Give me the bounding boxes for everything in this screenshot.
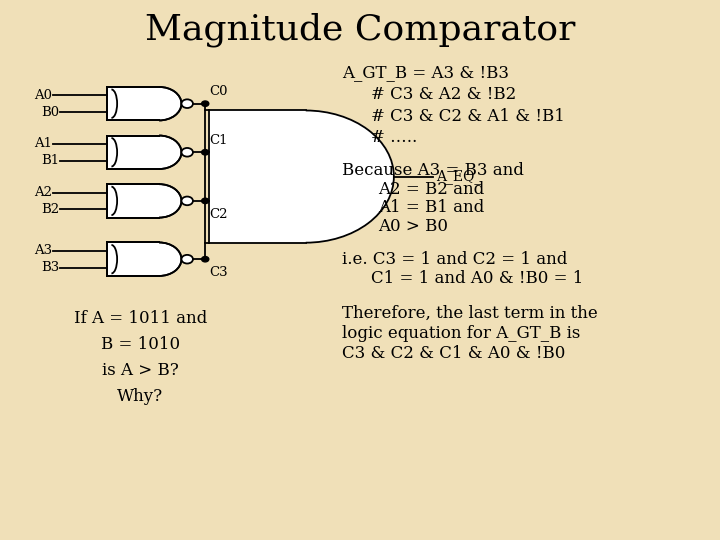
Text: C0: C0: [209, 85, 228, 98]
Circle shape: [202, 198, 209, 204]
Text: C1: C1: [209, 134, 228, 147]
Text: i.e. C3 = 1 and C2 = 1 and: i.e. C3 = 1 and C2 = 1 and: [342, 251, 567, 268]
Circle shape: [202, 150, 209, 155]
Text: # C3 & A2 & !B2: # C3 & A2 & !B2: [371, 86, 516, 103]
Text: A2 = B2 and: A2 = B2 and: [378, 180, 485, 198]
Text: A1 = B1 and: A1 = B1 and: [378, 199, 485, 217]
Polygon shape: [107, 87, 181, 120]
Circle shape: [181, 148, 193, 157]
Text: # …..: # …..: [371, 129, 417, 146]
Polygon shape: [209, 111, 394, 242]
Text: A3: A3: [34, 244, 52, 258]
Text: C3: C3: [209, 266, 228, 279]
Text: # C3 & C2 & A1 & !B1: # C3 & C2 & A1 & !B1: [371, 107, 564, 125]
Text: B1: B1: [41, 154, 59, 167]
Text: A_EQ_: A_EQ_: [436, 169, 481, 184]
Polygon shape: [107, 242, 181, 276]
Text: A2: A2: [34, 186, 52, 199]
Text: B = 1010: B = 1010: [101, 336, 180, 353]
Text: is A > B?: is A > B?: [102, 362, 179, 379]
Text: Because A3 = B3 and: Because A3 = B3 and: [342, 161, 524, 179]
Circle shape: [181, 255, 193, 264]
Polygon shape: [107, 136, 181, 169]
Circle shape: [202, 256, 209, 262]
Polygon shape: [107, 184, 181, 218]
Text: C3 & C2 & C1 & A0 & !B0: C3 & C2 & C1 & A0 & !B0: [342, 345, 565, 362]
Text: C1 = 1 and A0 & !B0 = 1: C1 = 1 and A0 & !B0 = 1: [371, 270, 583, 287]
Text: B3: B3: [41, 261, 59, 274]
Text: Magnitude Comparator: Magnitude Comparator: [145, 12, 575, 47]
Text: A0: A0: [34, 89, 52, 102]
Text: logic equation for A_GT_B is: logic equation for A_GT_B is: [342, 325, 580, 342]
Text: B0: B0: [41, 105, 59, 119]
Text: C2: C2: [209, 208, 228, 221]
Circle shape: [202, 101, 209, 106]
Text: B2: B2: [41, 202, 59, 216]
Text: A_GT_B = A3 & !B3: A_GT_B = A3 & !B3: [342, 64, 509, 82]
Text: If A = 1011 and: If A = 1011 and: [73, 310, 207, 327]
Text: Therefore, the last term in the: Therefore, the last term in the: [342, 305, 598, 322]
Text: A0 > B0: A0 > B0: [378, 218, 448, 235]
Text: A1: A1: [34, 137, 52, 151]
Circle shape: [181, 197, 193, 205]
Text: Why?: Why?: [117, 388, 163, 405]
Circle shape: [181, 99, 193, 108]
